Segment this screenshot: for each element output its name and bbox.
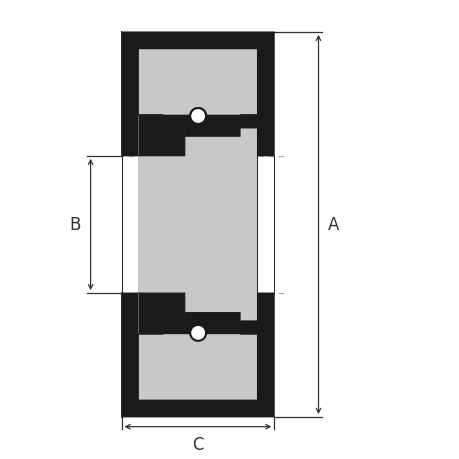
Text: C: C: [192, 435, 203, 453]
Text: B: B: [69, 216, 81, 234]
Polygon shape: [121, 293, 138, 417]
Text: A: A: [328, 216, 339, 234]
Polygon shape: [240, 321, 257, 335]
Polygon shape: [121, 400, 274, 417]
Polygon shape: [162, 115, 257, 138]
Polygon shape: [240, 115, 257, 129]
Polygon shape: [162, 313, 257, 335]
Polygon shape: [138, 50, 257, 157]
Polygon shape: [121, 33, 138, 157]
Circle shape: [190, 109, 206, 125]
Polygon shape: [257, 293, 274, 417]
Polygon shape: [138, 293, 257, 400]
Circle shape: [190, 325, 206, 341]
Polygon shape: [121, 33, 274, 50]
Circle shape: [190, 109, 206, 125]
Polygon shape: [138, 338, 142, 400]
Polygon shape: [138, 157, 257, 293]
Polygon shape: [257, 33, 274, 157]
Polygon shape: [138, 293, 185, 335]
Polygon shape: [138, 50, 142, 112]
Polygon shape: [138, 115, 185, 157]
